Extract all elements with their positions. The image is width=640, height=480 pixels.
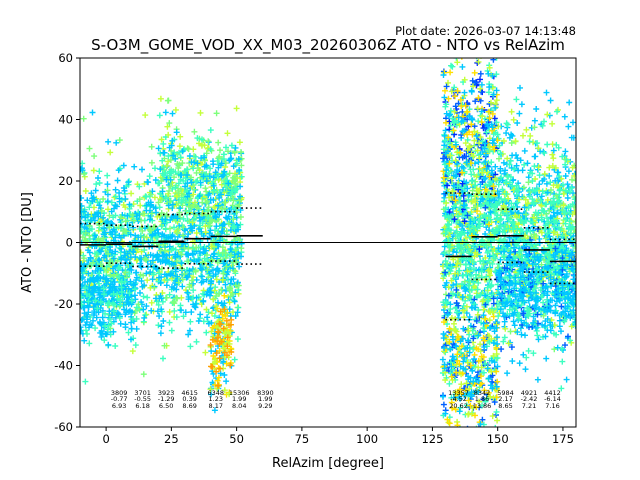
bin-stat-label: 4412-6.147.16 (544, 389, 561, 410)
bin-stat-mean: 1.99 (258, 395, 272, 403)
bin-stat-mean: -1.29 (158, 395, 175, 403)
bin-stat-std: 20.62 (449, 402, 468, 410)
bin-stat-n: 8342 (474, 389, 491, 397)
scatter-point (440, 58, 501, 239)
bin-stat-mean: 2.17 (498, 395, 512, 403)
bin-stat-std: 13.86 (473, 402, 492, 410)
bin-stat-mean: -4.52 (450, 395, 467, 403)
bin-stat-n: 15306 (229, 389, 250, 397)
x-tick-label: 175 (552, 432, 574, 446)
x-tick-label: 0 (102, 432, 109, 446)
y-tick-label: 60 (58, 51, 73, 65)
y-tick-label: -20 (54, 297, 73, 311)
bin-stat-n: 3809 (111, 389, 128, 397)
bin-stat-std: 7.16 (545, 402, 559, 410)
bin-stat-std: 6.50 (159, 402, 173, 410)
bin-stat-label: 4921-2.427.21 (521, 389, 538, 410)
y-tick-label: -40 (54, 359, 73, 373)
scatter-point (207, 306, 235, 389)
bin-stat-std: 8.65 (498, 402, 512, 410)
bin-stat-n: 3923 (158, 389, 175, 397)
scatter-point (440, 63, 500, 228)
x-tick-label: 25 (164, 432, 179, 446)
x-tick-label: 150 (487, 432, 509, 446)
scatter-point (155, 109, 244, 244)
y-tick-label: 0 (66, 236, 73, 250)
bin-stat-std: 6.18 (135, 402, 149, 410)
bin-stat-mean: -0.77 (111, 395, 128, 403)
bin-stat-mean: -2.42 (521, 395, 538, 403)
bin-stat-std: 9.29 (258, 402, 272, 410)
axes: 0 25 50 75 100 125 150 175 -60 -40 -20 0 20 40 60 (54, 51, 574, 446)
bin-stat-n: 4615 (181, 389, 198, 397)
y-tick-label: 20 (58, 174, 73, 188)
bin-stat-label: 3701-0.556.18 (134, 389, 151, 410)
y-tick-label: -60 (54, 420, 73, 434)
plot-date: Plot date: 2026-03-07 14:13:48 (395, 24, 576, 38)
bin-stat-mean: -0.55 (134, 395, 151, 403)
bin-stat-label: 3809-0.776.93 (111, 389, 128, 410)
bin-stat-n: 13357 (448, 389, 469, 397)
bin-stat-mean: 0.39 (182, 395, 196, 403)
bin-stat-std: 8.04 (232, 402, 246, 410)
x-tick-label: 100 (356, 432, 378, 446)
x-tick-label: 75 (295, 432, 310, 446)
bin-stat-n: 4921 (521, 389, 538, 397)
x-tick-label: 50 (229, 432, 244, 446)
bin-statistics-labels: 3809-0.776.93 3701-0.556.18 3923-1.296.50 4… (111, 389, 561, 410)
scatter-point (495, 189, 576, 373)
x-tick-label: 125 (421, 432, 443, 446)
statistics-overlay (80, 192, 576, 321)
bin-stat-n: 5984 (497, 389, 514, 397)
bin-stat-mean: 1.86 (475, 395, 489, 403)
bin-stat-label: 3923-1.296.50 (158, 389, 175, 410)
bin-stat-mean: -6.14 (544, 395, 561, 403)
scatter-point (156, 112, 245, 258)
bin-stat-mean: 1.99 (232, 395, 246, 403)
bin-stat-n: 3701 (134, 389, 151, 397)
bin-stat-n: 6348 (207, 389, 224, 397)
scatter-point (440, 288, 501, 427)
bin-stat-std: 7.21 (522, 402, 536, 410)
y-axis-label: ATO - NTO [DU] (20, 192, 35, 293)
bin-stat-mean: 1.23 (209, 395, 223, 403)
chart-title: S-O3M_GOME_VOD_XX_M03_20260306Z ATO - NT… (91, 36, 565, 55)
bin-stat-std: 8.17 (209, 402, 223, 410)
scatter-point (80, 242, 140, 344)
bin-stat-n: 8390 (257, 389, 274, 397)
bin-stat-std: 6.93 (112, 402, 126, 410)
scatter-points (80, 58, 576, 427)
y-tick-label: 40 (58, 113, 73, 127)
bin-stat-std: 8.69 (182, 402, 196, 410)
bin-stat-n: 4412 (544, 389, 561, 397)
x-axis-label: RelAzim [degree] (272, 456, 384, 471)
